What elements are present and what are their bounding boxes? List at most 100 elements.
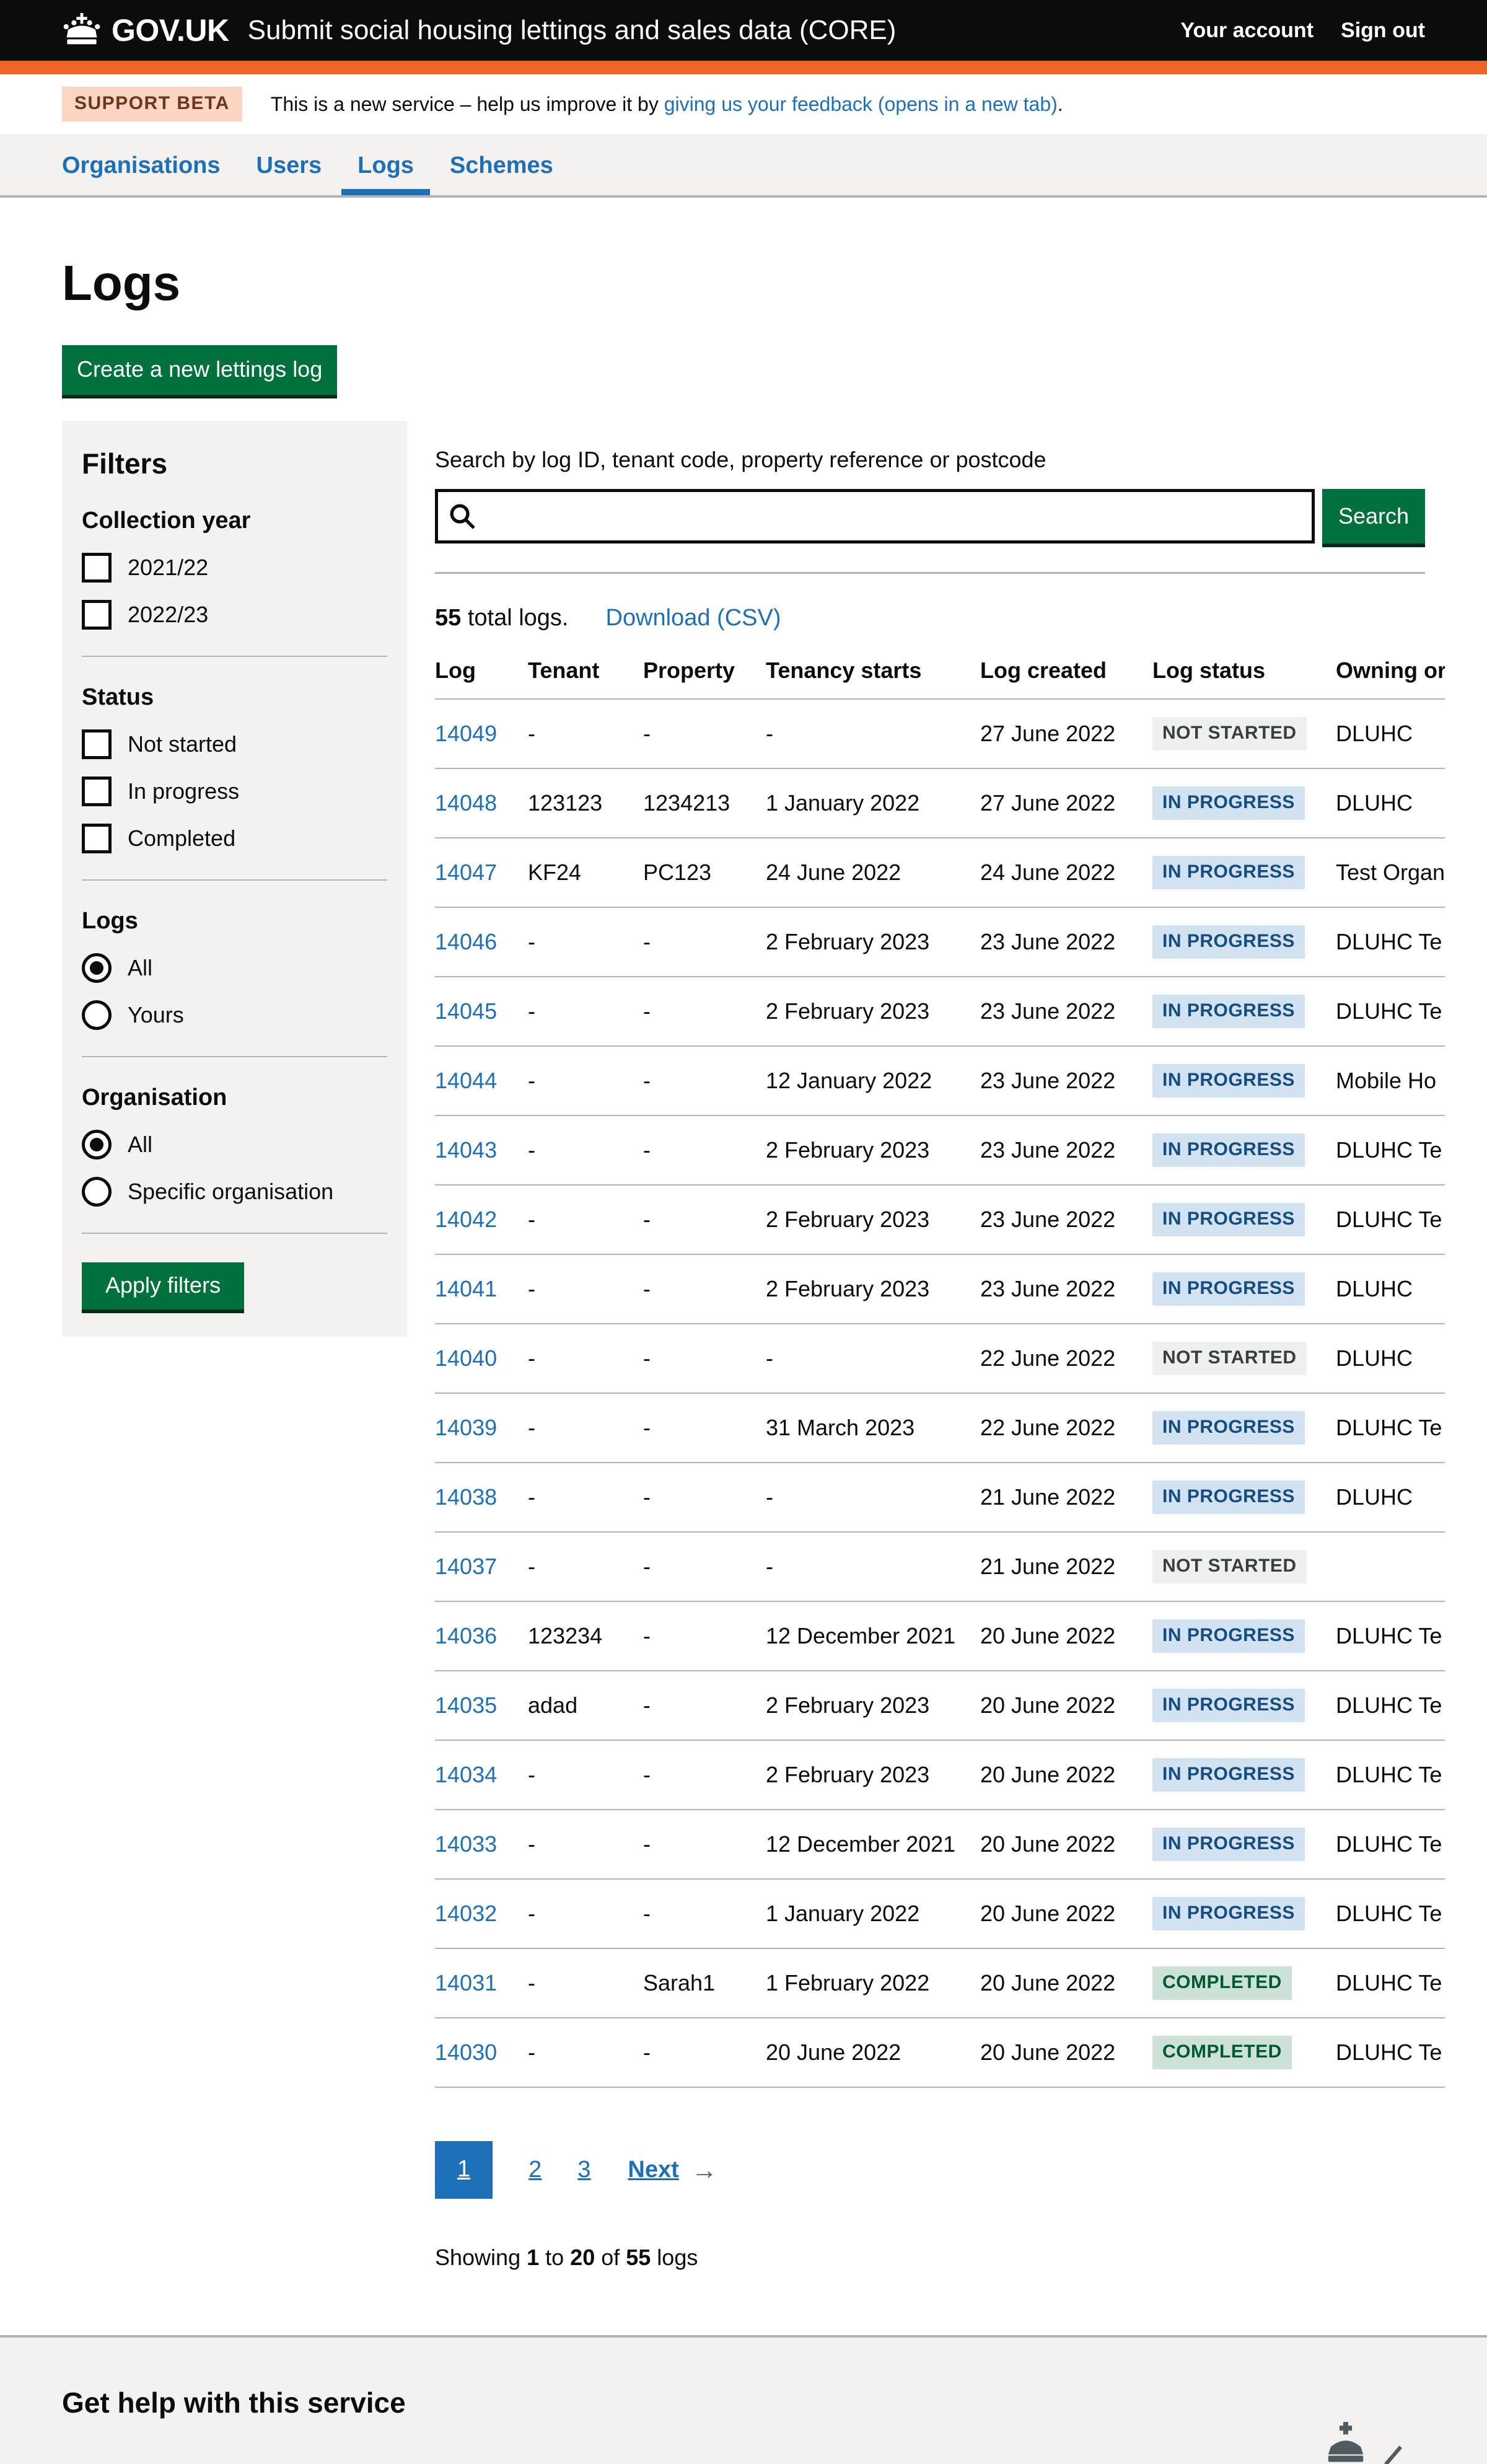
- cell-property: Sarah1: [643, 1948, 766, 2018]
- status-badge: IN PROGRESS: [1152, 1411, 1305, 1445]
- log-id-link[interactable]: 14034: [435, 1762, 498, 1787]
- results-column: Search by log ID, tenant code, property …: [435, 421, 1445, 2271]
- results-summary: 55 total logs. Download (CSV): [435, 605, 1425, 631]
- cell-log-created: 24 June 2022: [980, 838, 1152, 908]
- cell-property: -: [643, 1879, 766, 1949]
- option-label: 2021/22: [128, 555, 209, 580]
- checkbox-control[interactable]: [82, 777, 112, 806]
- checkbox-completed[interactable]: Completed: [82, 824, 387, 853]
- checkbox-control[interactable]: [82, 600, 112, 630]
- log-id-link[interactable]: 14035: [435, 1692, 498, 1718]
- radio-control[interactable]: [82, 1130, 112, 1159]
- checkbox-2021-22[interactable]: 2021/22: [82, 553, 387, 583]
- log-id-link[interactable]: 14040: [435, 1345, 498, 1371]
- footer-heading: Get help with this service: [62, 2387, 406, 2419]
- service-name-link[interactable]: Submit social housing lettings and sales…: [247, 15, 897, 45]
- nav-item-logs[interactable]: Logs: [341, 134, 430, 195]
- cell-tenant: -: [528, 1046, 643, 1116]
- filter-group-status: Status Not started In progress Completed: [82, 656, 387, 853]
- apply-filters-button[interactable]: Apply filters: [82, 1262, 245, 1309]
- showing-to: 20: [570, 2245, 595, 2270]
- nav-item-organisations[interactable]: Organisations: [62, 152, 221, 178]
- log-id-link[interactable]: 14045: [435, 998, 498, 1024]
- log-id-link[interactable]: 14030: [435, 2039, 498, 2065]
- govuk-logo[interactable]: GOV.UK: [112, 13, 229, 48]
- log-id-link[interactable]: 14032: [435, 1901, 498, 1926]
- option-label: Not started: [128, 731, 237, 757]
- create-lettings-log-button[interactable]: Create a new lettings log: [62, 345, 338, 395]
- log-id-link[interactable]: 14049: [435, 721, 498, 746]
- checkbox-control[interactable]: [82, 729, 112, 759]
- cell-log-created: 20 June 2022: [980, 1810, 1152, 1880]
- status-badge: IN PROGRESS: [1152, 1133, 1305, 1167]
- filter-group-logs: Logs All Yours: [82, 879, 387, 1030]
- nav-item-schemes[interactable]: Schemes: [449, 152, 553, 178]
- showing-suffix: logs: [651, 2245, 698, 2270]
- cell-tenancy-starts: 1 February 2022: [766, 1948, 980, 2018]
- checkbox-not-started[interactable]: Not started: [82, 729, 387, 759]
- log-id-link[interactable]: 14048: [435, 790, 498, 816]
- cell-tenancy-starts: 12 December 2021: [766, 1601, 980, 1671]
- pagination-next-link[interactable]: Next: [628, 2157, 679, 2183]
- log-id-link[interactable]: 14046: [435, 929, 498, 954]
- cell-owning-organisation: DLUHC Te: [1336, 2018, 1445, 2088]
- pagination: 1 2 3 Next →: [435, 2141, 1425, 2199]
- radio-control[interactable]: [82, 1177, 112, 1207]
- checkbox-control[interactable]: [82, 824, 112, 853]
- log-id-link[interactable]: 14044: [435, 1068, 498, 1093]
- search-input[interactable]: [435, 489, 1315, 543]
- log-id-link[interactable]: 14037: [435, 1554, 498, 1579]
- cell-tenancy-starts: 31 March 2023: [766, 1393, 980, 1463]
- cell-tenant: -: [528, 1532, 643, 1602]
- cell-owning-organisation: DLUHC Te: [1336, 1740, 1445, 1810]
- sign-out-link[interactable]: Sign out: [1341, 18, 1425, 42]
- cell-owning-organisation: DLUHC: [1336, 699, 1445, 769]
- page-title: Logs: [62, 255, 181, 310]
- cell-property: -: [643, 1185, 766, 1255]
- nav-item-users[interactable]: Users: [256, 152, 322, 178]
- column-header-tenancy-starts: Tenancy starts: [766, 650, 980, 700]
- log-id-link[interactable]: 14039: [435, 1415, 498, 1440]
- filters-heading: Filters: [82, 447, 168, 480]
- radio-all[interactable]: All: [82, 953, 387, 983]
- feedback-link[interactable]: giving us your feedback (opens in a new …: [664, 92, 1058, 115]
- log-id-link[interactable]: 14038: [435, 1484, 498, 1510]
- checkbox-control[interactable]: [82, 553, 112, 583]
- checkbox-2022-23[interactable]: 2022/23: [82, 600, 387, 630]
- filter-group-label: Status: [82, 684, 154, 710]
- log-id-link[interactable]: 14042: [435, 1207, 498, 1232]
- cell-log-created: 23 June 2022: [980, 977, 1152, 1047]
- cell-tenancy-starts: -: [766, 699, 980, 769]
- radio-specific-organisation[interactable]: Specific organisation: [82, 1177, 387, 1207]
- pagination-page-3[interactable]: 3: [577, 2157, 591, 2183]
- radio-control[interactable]: [82, 953, 112, 983]
- cell-tenancy-starts: 1 January 2022: [766, 1879, 980, 1949]
- cell-owning-organisation: DLUHC Te: [1336, 1810, 1445, 1880]
- log-id-link[interactable]: 14031: [435, 1970, 498, 1995]
- your-account-link[interactable]: Your account: [1180, 18, 1314, 42]
- status-badge: IN PROGRESS: [1152, 1619, 1305, 1653]
- status-badge: IN PROGRESS: [1152, 1064, 1305, 1098]
- search-button[interactable]: Search: [1322, 489, 1425, 543]
- log-id-link[interactable]: 14036: [435, 1623, 498, 1648]
- filter-group-label: Organisation: [82, 1085, 227, 1111]
- download-csv-link[interactable]: Download (CSV): [605, 605, 781, 631]
- option-label: All: [128, 1132, 153, 1157]
- radio-yours[interactable]: Yours: [82, 1000, 387, 1030]
- log-id-link[interactable]: 14047: [435, 860, 498, 885]
- checkbox-in-progress[interactable]: In progress: [82, 777, 387, 806]
- main-content: Logs Create a new lettings log Filters C…: [0, 198, 1487, 2271]
- log-id-link[interactable]: 14041: [435, 1276, 498, 1301]
- cell-log-created: 23 June 2022: [980, 1254, 1152, 1324]
- table-row: 14035 adad -2 February 2023 20 June 2022 IN …: [435, 1671, 1445, 1741]
- log-id-link[interactable]: 14033: [435, 1831, 498, 1857]
- cell-property: -: [643, 1115, 766, 1186]
- pagination-page-2[interactable]: 2: [529, 2157, 542, 2183]
- radio-all[interactable]: All: [82, 1130, 387, 1159]
- radio-control[interactable]: [82, 1000, 112, 1030]
- log-id-link[interactable]: 14043: [435, 1137, 498, 1163]
- cell-log-created: 20 June 2022: [980, 1948, 1152, 2018]
- phase-text-after: .: [1057, 92, 1063, 115]
- pagination-current-page[interactable]: 1: [435, 2141, 493, 2199]
- total-logs-suffix: total logs.: [461, 605, 569, 631]
